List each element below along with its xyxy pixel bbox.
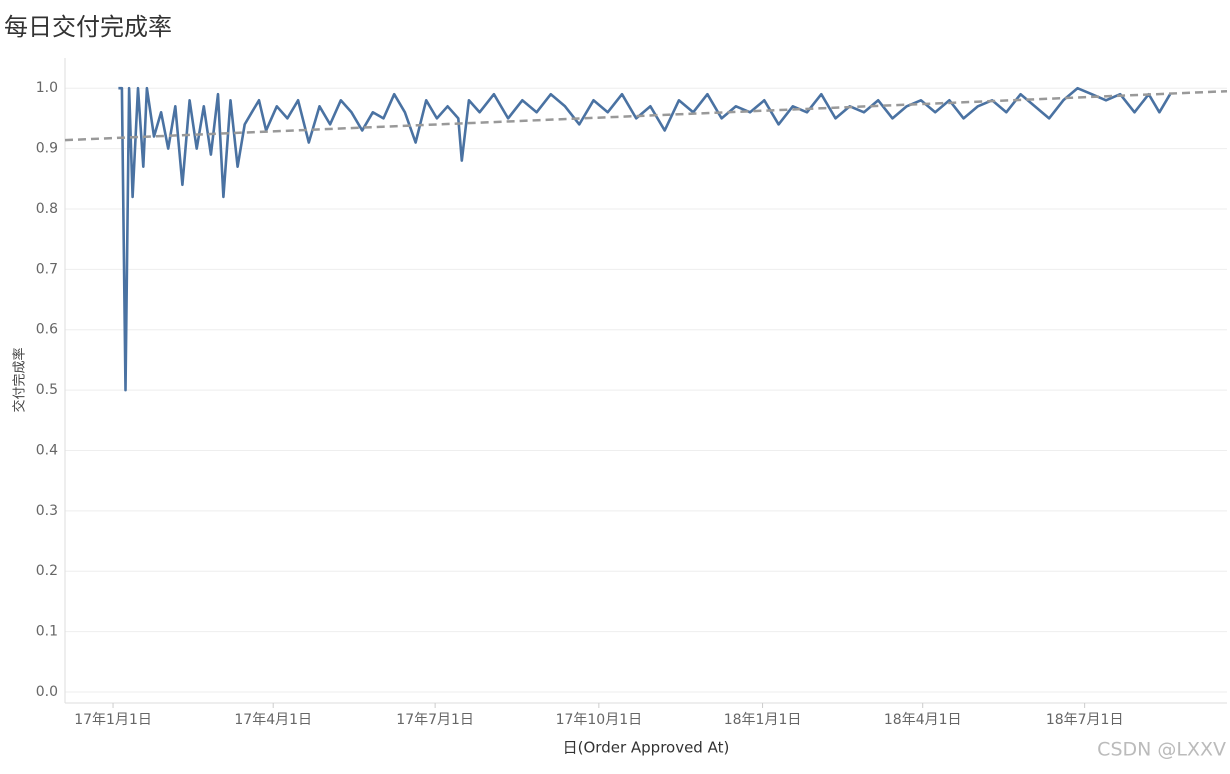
y-tick-label: 0.7 (36, 261, 58, 277)
y-tick-label: 0.2 (36, 563, 58, 579)
x-tick-label: 17年4月1日 (234, 712, 312, 728)
x-tick-label: 18年4月1日 (884, 712, 962, 728)
y-tick-label: 0.9 (36, 141, 58, 157)
y-tick-label: 0.5 (36, 382, 58, 398)
data-line (118, 86, 1172, 392)
y-axis-label: 交付完成率 (12, 347, 28, 412)
y-tick-label: 0.1 (36, 624, 58, 640)
x-tick-label: 18年1月1日 (724, 712, 802, 728)
x-tick-label: 17年10月1日 (556, 712, 643, 728)
y-tick-label: 0.6 (36, 322, 58, 338)
y-tick-label: 0.4 (36, 442, 58, 458)
x-axis-label: 日(Order Approved At) (563, 739, 730, 757)
y-tick-label: 0.3 (36, 503, 58, 519)
x-tick-label: 18年7月1日 (1046, 712, 1124, 728)
x-tick-label: 17年7月1日 (396, 712, 474, 728)
y-tick-label: 0.8 (36, 201, 58, 217)
y-tick-label: 1.0 (36, 80, 58, 96)
watermark: CSDN @LXXV (1097, 739, 1226, 761)
trend-line (64, 89, 1228, 142)
y-tick-label: 0.0 (36, 684, 58, 700)
chart-title: 每日交付完成率 (4, 13, 172, 41)
x-tick-label: 17年1月1日 (74, 712, 152, 728)
